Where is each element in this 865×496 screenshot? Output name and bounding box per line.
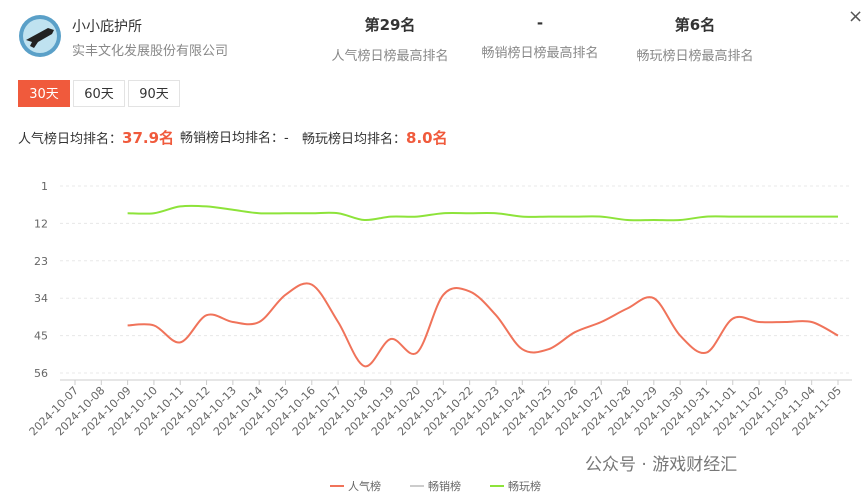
- y-tick-label: 12: [34, 217, 48, 230]
- stat-label: 畅销榜日榜最高排名: [481, 46, 599, 61]
- stat-label: 人气榜日榜最高排名: [331, 49, 449, 64]
- series-line: [127, 204, 838, 222]
- stat: - 畅销榜日榜最高排名: [460, 14, 620, 61]
- y-tick-label: 34: [34, 292, 48, 305]
- summary-label: 人气榜日均排名：: [18, 132, 123, 147]
- stat-value: 第29名: [364, 16, 416, 34]
- y-tick-label: 56: [34, 367, 48, 380]
- summary: 畅玩榜日均排名：8.0名: [302, 127, 448, 148]
- summary: 畅销榜日均排名：-: [180, 127, 289, 146]
- summary-label: 畅玩榜日均排名：: [302, 132, 407, 147]
- summary-value: 8.0名: [406, 129, 448, 147]
- summary-label: 畅销榜日均排名：: [180, 131, 285, 146]
- legend-label: 畅玩榜: [508, 479, 541, 493]
- tab[interactable]: 90天: [128, 80, 180, 107]
- legend-label: 人气榜: [348, 479, 381, 493]
- legend-label: 畅销榜: [428, 479, 461, 493]
- stat: 第29名人气榜日榜最高排名: [310, 14, 470, 64]
- summary-value: -: [284, 131, 289, 146]
- close-button[interactable]: ×: [848, 6, 864, 27]
- y-tick-label: 23: [34, 255, 48, 268]
- publisher: 实丰文化发展股份有限公司: [72, 44, 229, 59]
- y-tick-label: 45: [34, 330, 48, 343]
- y-tick-label: 1: [41, 180, 48, 193]
- app-icon: [19, 15, 61, 57]
- stat-value: -: [536, 14, 544, 32]
- stat: 第6名畅玩榜日榜最高排名: [615, 14, 775, 64]
- stat-label: 畅玩榜日榜最高排名: [636, 49, 754, 64]
- watermark: 公众号 · 游戏财经汇: [585, 455, 738, 475]
- app-name: 小小庇护所: [72, 19, 142, 35]
- summary: 人气榜日均排名：37.9名: [18, 127, 174, 148]
- summary-value: 37.9名: [122, 129, 175, 147]
- series-line: [127, 282, 839, 368]
- tab[interactable]: 30天: [18, 80, 70, 107]
- tab[interactable]: 60天: [73, 80, 125, 107]
- stat-value: 第6名: [674, 16, 716, 34]
